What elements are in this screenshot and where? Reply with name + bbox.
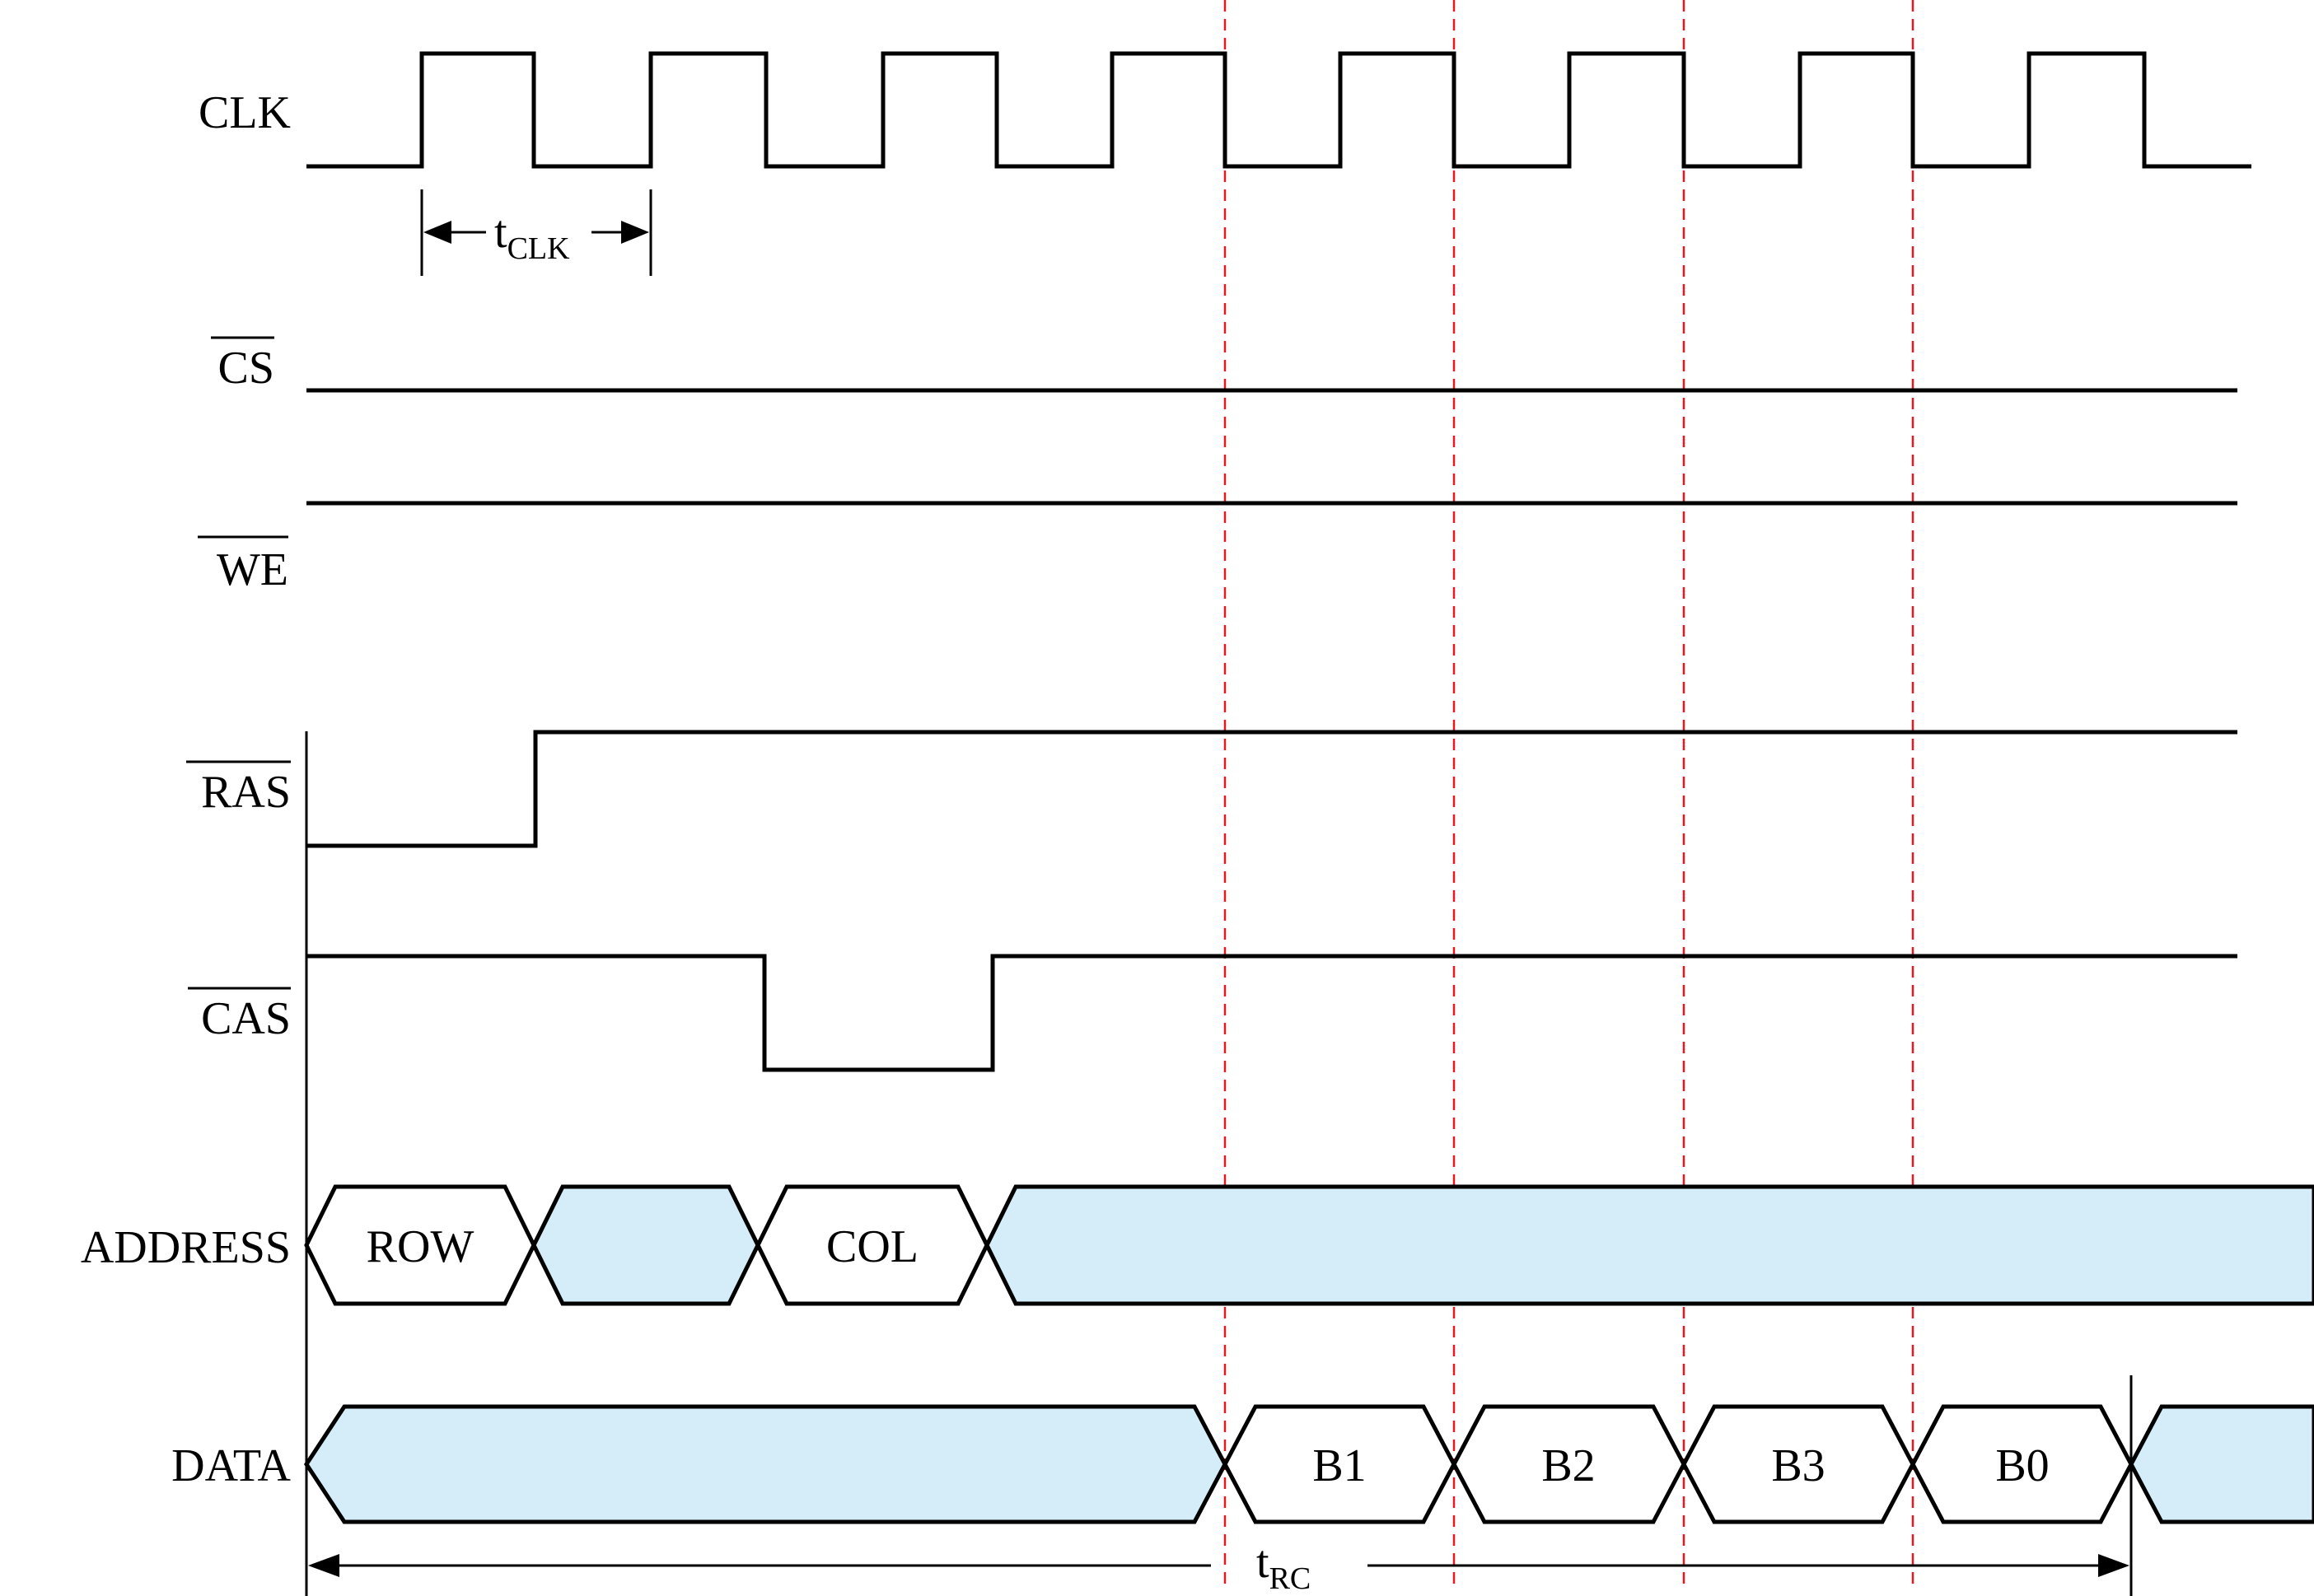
- clock-edge-guides: [1223, 0, 1914, 1589]
- address-cell-dontcare-1: [531, 1184, 760, 1306]
- we-label: WE: [217, 544, 288, 595]
- address-bus: ROW COL: [304, 1184, 2314, 1306]
- cs-label: CS: [218, 343, 275, 394]
- cas-label: CAS: [201, 993, 291, 1044]
- address-label: ADDRESS: [81, 1222, 291, 1273]
- data-cell-dontcare-1: [304, 1404, 1227, 1524]
- clk-waveform: [306, 51, 2251, 169]
- tclk-label: tCLK: [494, 207, 570, 266]
- data-b1-text: B1: [1312, 1440, 1366, 1491]
- trc-subscript: RC: [1269, 1561, 1311, 1596]
- trc-dimension: tRC: [308, 1537, 2129, 1596]
- data-label: DATA: [171, 1440, 291, 1491]
- tclk-left-arrowhead: [423, 221, 451, 244]
- data-cell-dontcare-2: [2129, 1404, 2314, 1524]
- tclk-base: t: [494, 207, 507, 258]
- ras-label: RAS: [201, 767, 291, 818]
- trc-right-arrowhead: [2098, 1554, 2129, 1577]
- ras-waveform: [306, 730, 2237, 848]
- address-row-text: ROW: [367, 1221, 474, 1272]
- data-bus: B1 B2 B3 B0: [304, 1404, 2314, 1524]
- tclk-subscript: CLK: [507, 231, 571, 266]
- data-b2-text: B2: [1541, 1440, 1595, 1491]
- data-b0-text: B0: [1995, 1440, 2049, 1491]
- cas-waveform: [306, 954, 2237, 1072]
- tclk-right-arrowhead: [621, 221, 649, 244]
- trc-base: t: [1256, 1537, 1269, 1588]
- trc-label: tRC: [1256, 1537, 1311, 1596]
- clk-label: CLK: [199, 87, 291, 138]
- address-col-text: COL: [826, 1221, 919, 1272]
- tclk-dimension: tCLK: [420, 189, 652, 276]
- data-b3-text: B3: [1771, 1440, 1825, 1491]
- address-cell-dontcare-2: [984, 1184, 2314, 1306]
- trc-left-arrowhead: [308, 1554, 339, 1577]
